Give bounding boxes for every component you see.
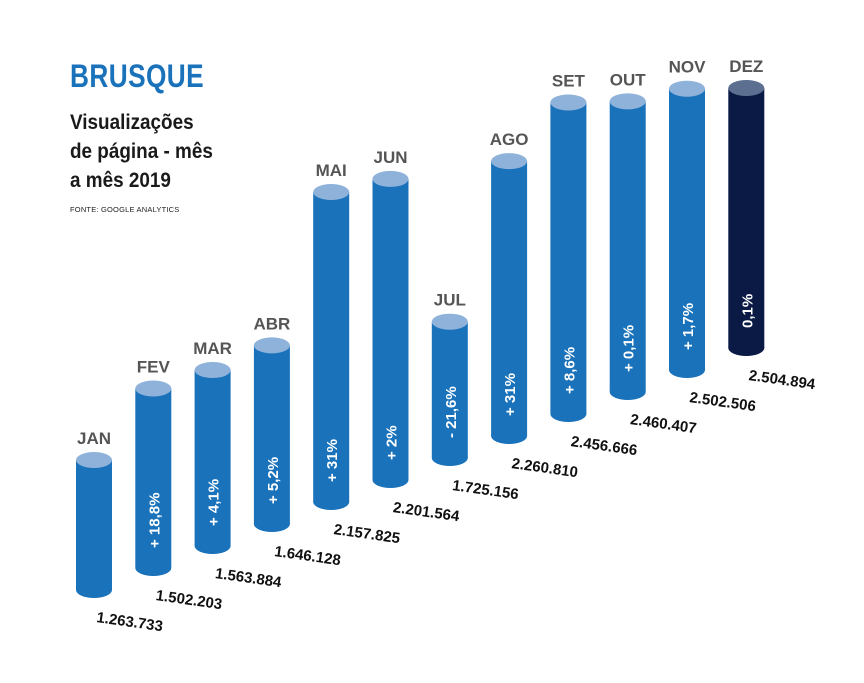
bar-cap — [372, 170, 409, 187]
value-label: 2.260.810 — [511, 455, 579, 481]
bar-base — [728, 340, 765, 356]
value-label: 2.201.564 — [392, 499, 461, 525]
bar-cap — [76, 452, 112, 468]
month-label: DEZ — [729, 57, 763, 76]
change-label: + 31% — [502, 373, 519, 416]
change-label: + 2% — [384, 425, 401, 460]
bar-base — [135, 560, 172, 576]
brand-title: BRUSQUE — [70, 58, 205, 94]
month-label: JUL — [434, 291, 466, 310]
month-label: AGO — [490, 130, 529, 149]
bar-cap — [313, 184, 350, 201]
bar-body — [194, 370, 231, 546]
bar-body — [135, 388, 172, 568]
change-label: + 31% — [324, 439, 341, 482]
bar-base — [372, 472, 409, 488]
change-label: + 5,2% — [265, 457, 282, 504]
bar-body — [491, 161, 528, 436]
chart-title: Visualizações de página - mês a mês 2019 — [70, 111, 213, 192]
change-label: + 1,7% — [680, 303, 697, 350]
bar-base — [253, 516, 290, 532]
bar-cap — [669, 80, 705, 97]
month-label: MAR — [193, 339, 232, 358]
month-label: ABR — [253, 314, 290, 333]
value-label: 2.456.666 — [570, 433, 638, 459]
change-label: + 0,1% — [621, 325, 638, 372]
value-label: 1.725.156 — [451, 477, 519, 503]
month-label: MAI — [316, 161, 347, 180]
bar-body — [728, 88, 765, 348]
value-label: 2.157.825 — [333, 521, 401, 547]
value-label: 2.502.506 — [688, 389, 756, 415]
change-label: + 8,6% — [561, 347, 578, 394]
month-label: FEV — [137, 358, 171, 377]
value-label: 2.460.407 — [629, 411, 697, 437]
bar-cap — [491, 153, 528, 170]
bar-body — [669, 88, 705, 370]
bar-base — [313, 494, 350, 510]
change-label: 0,1% — [739, 294, 756, 328]
bar-base — [431, 450, 468, 466]
bar-cap — [609, 93, 646, 110]
bar-cap — [431, 313, 468, 330]
chart-source: FONTE: GOOGLE ANALYTICS — [70, 205, 180, 214]
bar-body — [253, 345, 290, 524]
change-label: + 18,8% — [146, 493, 163, 548]
value-label: 2.504.894 — [748, 367, 817, 393]
bar-base — [609, 384, 646, 400]
month-label: JUN — [373, 148, 407, 167]
bar-base — [491, 428, 528, 444]
bar-body — [550, 102, 587, 414]
value-label: 1.563.884 — [214, 565, 283, 591]
month-label: OUT — [610, 70, 647, 89]
value-label: 1.263.733 — [95, 609, 163, 635]
bar-cap — [135, 380, 172, 397]
bar-body — [76, 460, 112, 590]
bar-cap — [550, 94, 587, 111]
bar-base — [194, 538, 231, 554]
bar-cap — [728, 80, 765, 96]
value-label: 1.646.128 — [273, 543, 341, 569]
bar-base — [76, 582, 112, 598]
bar-cap — [253, 337, 290, 354]
change-label: + 4,1% — [206, 479, 223, 526]
value-label: 1.502.203 — [155, 587, 223, 613]
change-label: - 21,6% — [443, 386, 460, 438]
bar-cap — [194, 362, 231, 379]
month-label: JAN — [77, 429, 111, 448]
bar-body — [372, 178, 409, 480]
bar-body — [431, 321, 468, 458]
month-label: NOV — [669, 58, 707, 77]
bar-base — [669, 362, 705, 378]
bar-body — [609, 101, 646, 392]
bar-base — [550, 406, 587, 422]
bar-body — [313, 192, 350, 502]
month-label: SET — [552, 71, 586, 90]
